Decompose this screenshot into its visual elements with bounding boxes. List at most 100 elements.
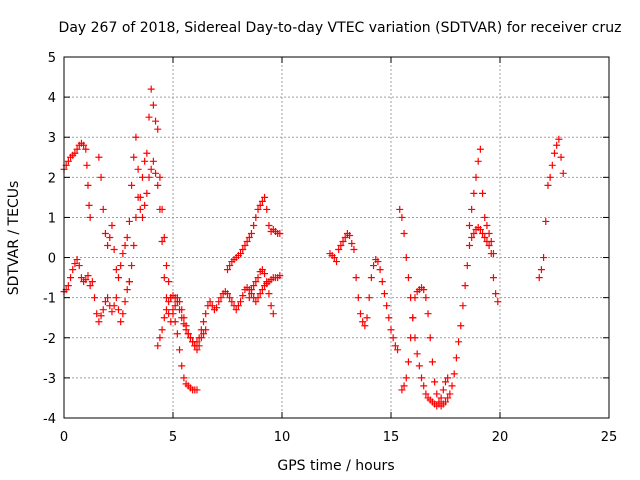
data-point (537, 266, 545, 274)
data-point (487, 238, 495, 246)
data-point (232, 306, 240, 314)
data-point (267, 302, 275, 310)
data-point (245, 234, 253, 241)
data-point (420, 382, 428, 390)
data-point (206, 298, 214, 306)
data-point (385, 314, 393, 322)
data-point (237, 298, 245, 306)
data-point (470, 189, 478, 197)
data-point (252, 213, 260, 221)
data-point (333, 258, 340, 266)
series-track-f (224, 193, 284, 274)
x-tick-label: 25 (601, 430, 618, 445)
x-tick-label: 15 (383, 430, 400, 445)
data-point (444, 374, 452, 382)
data-point (442, 398, 449, 406)
data-point (123, 234, 131, 241)
data-point (359, 318, 367, 326)
data-point (156, 334, 164, 342)
data-point (476, 145, 484, 153)
data-point (121, 242, 129, 250)
data-point (252, 298, 260, 306)
series-track-h (326, 205, 452, 410)
data-point (261, 193, 269, 201)
data-point (348, 240, 356, 248)
data-point (370, 262, 378, 270)
data-point (468, 205, 476, 213)
data-point (489, 274, 497, 282)
data-point (95, 318, 103, 326)
data-point (391, 342, 399, 350)
x-tick-label: 10 (274, 430, 291, 445)
data-point (169, 310, 177, 318)
data-point (160, 274, 168, 282)
data-point (431, 378, 439, 386)
data-point (444, 394, 452, 402)
data-point (158, 238, 166, 246)
data-point (130, 153, 138, 161)
y-tick-label: 4 (48, 91, 56, 106)
data-point (97, 312, 105, 320)
data-point (173, 298, 181, 306)
data-point (258, 266, 266, 274)
data-point (256, 290, 264, 298)
data-point (208, 302, 216, 310)
series-track-b (60, 256, 133, 326)
series-track-i (398, 223, 502, 410)
data-point (276, 229, 284, 237)
data-point (540, 254, 548, 262)
series-track-c (95, 85, 201, 394)
data-point (119, 250, 127, 258)
data-point (402, 254, 410, 262)
data-point (346, 231, 354, 239)
data-point (461, 282, 469, 290)
data-point (402, 374, 410, 382)
data-point (160, 234, 168, 241)
data-point (378, 278, 386, 286)
data-point (121, 298, 129, 306)
data-point (239, 246, 247, 254)
data-point (396, 205, 404, 213)
data-point (413, 350, 421, 358)
data-point (193, 386, 201, 394)
data-point (241, 242, 249, 250)
data-point (492, 290, 500, 298)
data-point (535, 274, 543, 282)
series-track-d (125, 157, 210, 354)
data-point (130, 242, 138, 250)
data-point (99, 306, 107, 314)
data-point (128, 181, 136, 189)
data-point (167, 318, 175, 326)
x-tick-label: 20 (492, 430, 509, 445)
data-point (195, 334, 203, 342)
data-point (83, 161, 91, 169)
data-point (93, 310, 101, 318)
data-point (481, 213, 489, 221)
data-point (335, 246, 343, 254)
plot-frame (63, 56, 610, 419)
data-point (361, 322, 369, 330)
data-point (182, 326, 190, 334)
data-point (141, 201, 149, 209)
data-point (465, 221, 473, 229)
data-point (448, 382, 456, 390)
data-point (88, 278, 96, 286)
series-track-k (535, 135, 567, 282)
data-point (132, 133, 140, 141)
data-point (134, 193, 142, 201)
data-point (84, 181, 92, 189)
y-tick-label: 0 (48, 252, 56, 267)
data-point (352, 274, 360, 282)
data-point (398, 386, 406, 394)
data-point (237, 250, 245, 258)
data-point (483, 221, 491, 229)
data-point (123, 286, 131, 294)
data-point (197, 326, 205, 334)
data-point (184, 330, 192, 338)
data-point (125, 217, 133, 225)
data-point (143, 189, 151, 197)
data-point (250, 282, 258, 290)
data-point (178, 362, 186, 370)
data-point (180, 374, 188, 382)
series-track-j (465, 145, 497, 258)
